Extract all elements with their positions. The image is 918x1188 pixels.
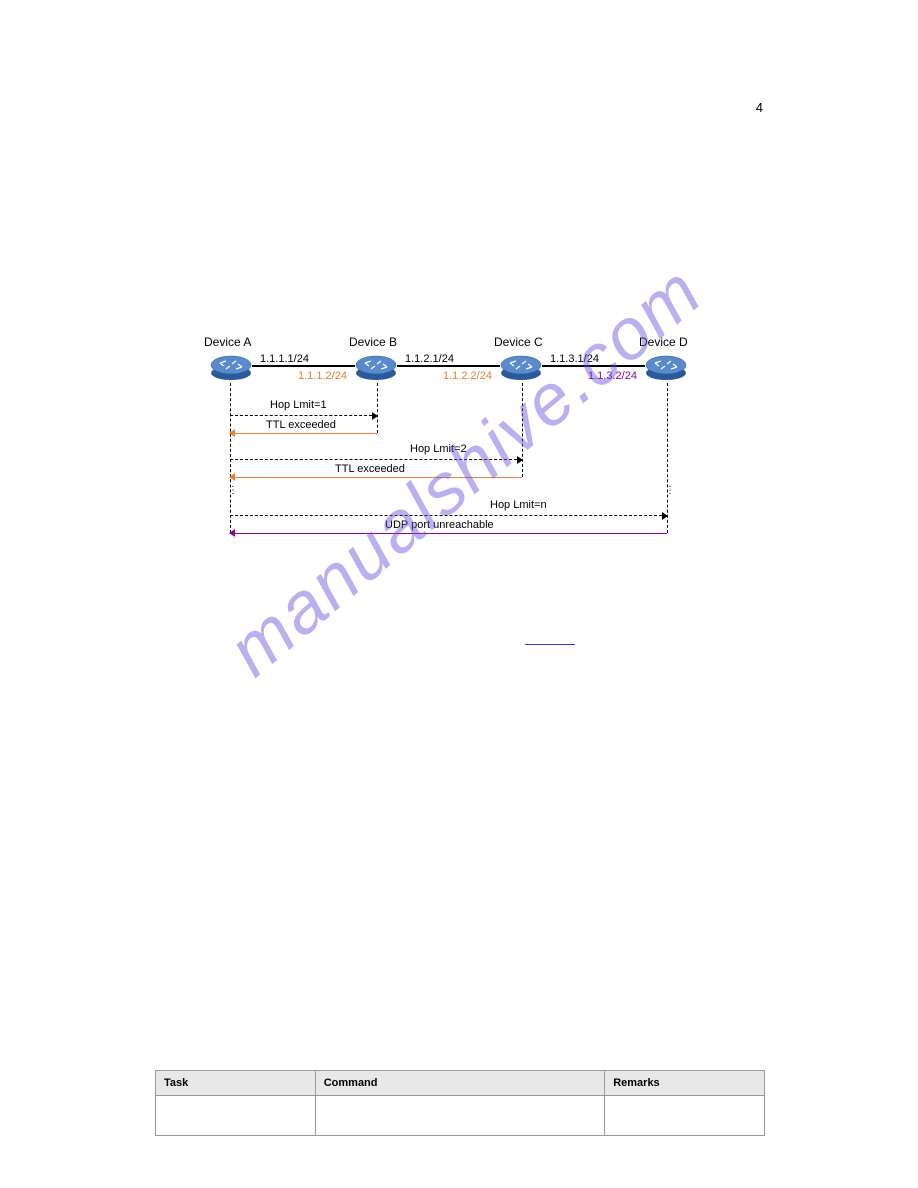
lifeline xyxy=(667,383,668,533)
table-row xyxy=(156,1096,765,1136)
seq-label: Hop Lmit=n xyxy=(490,499,547,511)
command-table: Task Command Remarks xyxy=(155,1070,765,1136)
request-arrow xyxy=(230,515,667,516)
device-a-label: Device A xyxy=(204,335,251,349)
request-arrow xyxy=(230,459,522,460)
device-c-label: Device C xyxy=(494,335,543,349)
router-icon xyxy=(355,353,397,381)
lifeline xyxy=(377,383,378,433)
table-cell xyxy=(156,1096,316,1136)
device-d-label: Device D xyxy=(639,335,688,349)
ellipsis: ⋮ xyxy=(228,485,237,496)
link-line xyxy=(252,365,355,367)
seq-label: UDP port unreachable xyxy=(385,519,494,531)
ip-label: 1.1.3.1/24 xyxy=(550,353,599,365)
tracert-diagram: Device A Device B Device C Device D 1.1.… xyxy=(210,335,700,585)
table-cell xyxy=(315,1096,604,1136)
ip-label: 1.1.1.2/24 xyxy=(298,370,347,382)
device-b-label: Device B xyxy=(349,335,397,349)
ip-label: 1.1.2.2/24 xyxy=(443,370,492,382)
request-arrow xyxy=(230,415,377,416)
ip-label: 1.1.2.1/24 xyxy=(405,353,454,365)
link-line xyxy=(397,365,500,367)
ip-label: 1.1.1.1/24 xyxy=(260,353,309,365)
response-arrow xyxy=(230,433,377,434)
ellipsis: ⋮ xyxy=(665,485,674,496)
link-line xyxy=(542,365,645,367)
router-icon xyxy=(500,353,542,381)
table-header: Command xyxy=(315,1071,604,1096)
router-icon xyxy=(210,353,252,381)
response-arrow xyxy=(230,533,667,534)
lifeline xyxy=(230,383,231,533)
hyperlink-placeholder[interactable] xyxy=(525,633,575,645)
seq-label: TTL exceeded xyxy=(335,463,405,475)
response-arrow xyxy=(230,477,522,478)
table-cell xyxy=(605,1096,765,1136)
page-number: 4 xyxy=(756,100,763,115)
router-icon xyxy=(645,353,687,381)
seq-label: Hop Lmit=2 xyxy=(410,443,467,455)
ip-label: 1.1.3.2/24 xyxy=(588,370,637,382)
table-header: Task xyxy=(156,1071,316,1096)
seq-label: TTL exceeded xyxy=(266,419,336,431)
table-header: Remarks xyxy=(605,1071,765,1096)
seq-label: Hop Lmit=1 xyxy=(270,399,327,411)
